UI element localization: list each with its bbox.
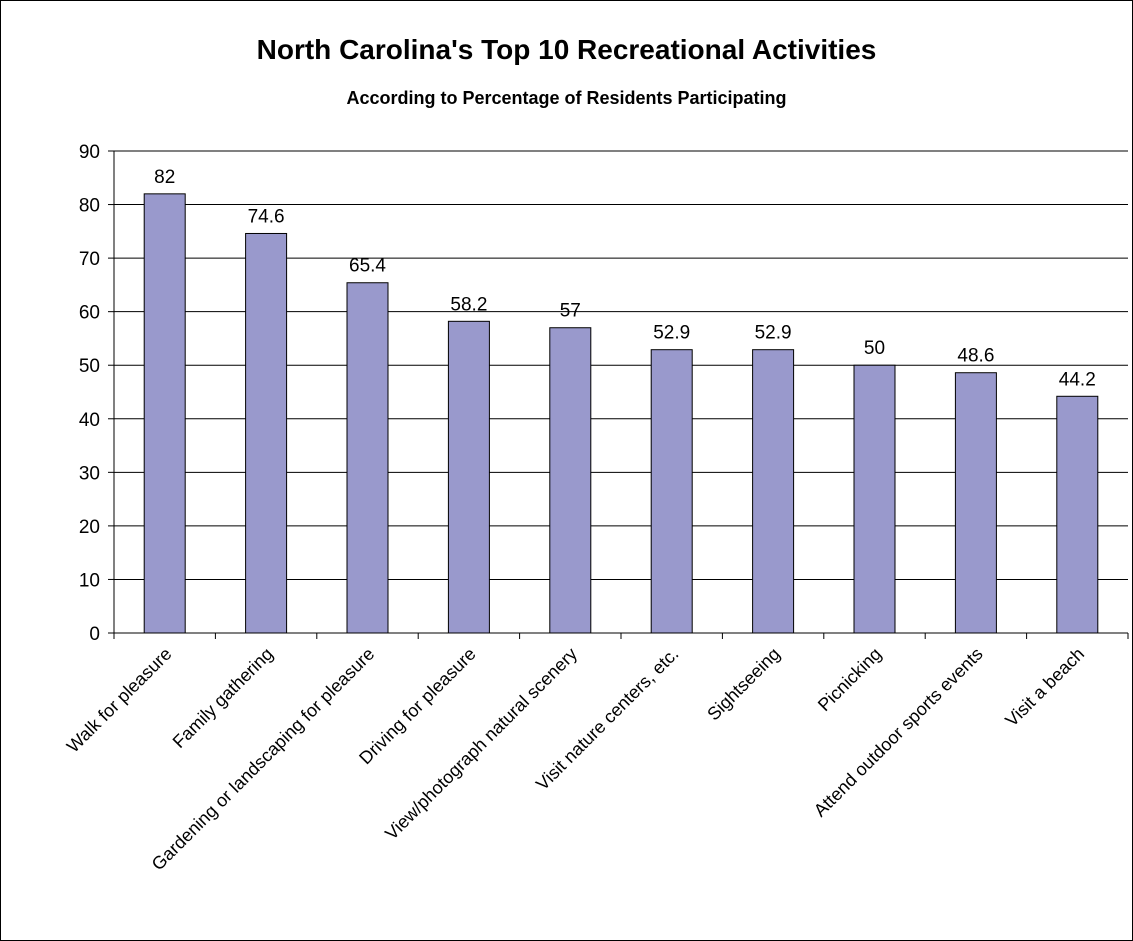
y-tick-label: 90 <box>79 142 100 163</box>
y-tick-label: 60 <box>79 303 100 324</box>
x-tick-label: Walk for pleasure <box>63 644 176 757</box>
data-label: 82 <box>154 167 175 188</box>
data-label: 48.6 <box>957 346 994 367</box>
data-label: 52.9 <box>755 323 792 344</box>
x-tick-label: Attend outdoor sports events <box>810 644 987 821</box>
y-tick-label: 10 <box>79 570 100 591</box>
chart-title: North Carolina's Top 10 Recreational Act… <box>256 34 877 65</box>
bar <box>954 372 997 634</box>
data-label: 52.9 <box>653 323 690 344</box>
bar <box>447 320 490 634</box>
y-tick-label: 80 <box>79 196 100 217</box>
data-label: 65.4 <box>349 256 386 277</box>
x-tick-label: Family gathering <box>169 644 277 752</box>
bar <box>752 349 795 634</box>
bar <box>143 193 186 634</box>
data-label: 50 <box>864 338 885 359</box>
data-label: 74.6 <box>248 206 285 227</box>
x-tick-label: Sightseeing <box>703 644 784 725</box>
data-label: 44.2 <box>1059 369 1096 390</box>
bar <box>549 327 592 634</box>
y-tick-label: 30 <box>79 463 100 484</box>
y-tick-label: 0 <box>89 624 100 645</box>
y-tick-label: 40 <box>79 410 100 431</box>
y-tick-label: 20 <box>79 517 100 538</box>
data-label: 57 <box>560 301 581 322</box>
x-tick-label: Gardening or landscaping for pleasure <box>148 644 379 875</box>
y-tick-label: 50 <box>79 356 100 377</box>
data-label: 58.2 <box>450 294 487 315</box>
x-tick-label: Visit a beach <box>1001 644 1088 731</box>
y-tick-label: 70 <box>79 249 100 270</box>
x-tick-label: Picnicking <box>814 644 885 715</box>
x-tick-label: View/photograph natural scenery <box>381 644 581 844</box>
chart-subtitle: According to Percentage of Residents Par… <box>346 88 787 108</box>
bar <box>650 349 693 634</box>
bar <box>245 232 288 634</box>
bar <box>346 282 389 634</box>
bar <box>1056 395 1099 634</box>
bar <box>853 364 896 634</box>
